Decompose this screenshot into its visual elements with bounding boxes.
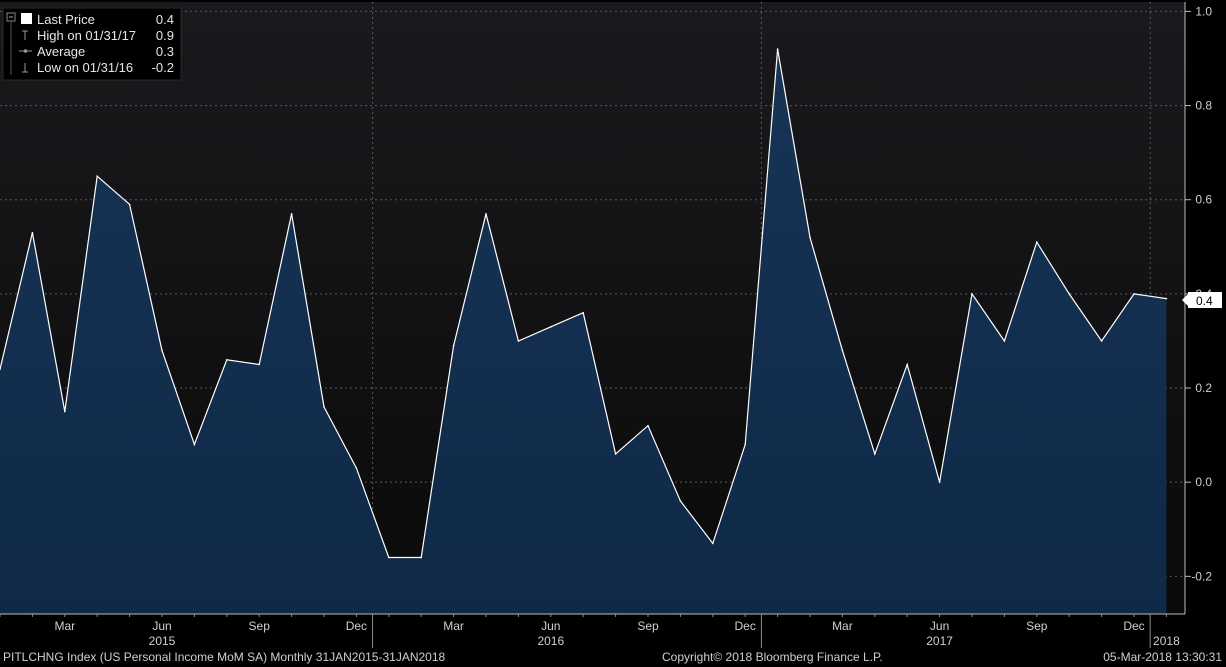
data-point-7 xyxy=(226,358,228,361)
legend-item-high: High on 01/31/17 0.9 xyxy=(10,22,174,75)
data-point-3 xyxy=(96,175,98,177)
data-point-27 xyxy=(874,453,876,455)
y-tick-label: 0.2 xyxy=(1195,381,1212,395)
data-point-2 xyxy=(64,410,66,413)
x-month-label: Mar xyxy=(54,619,75,633)
data-point-4 xyxy=(128,203,131,206)
series-area-fill xyxy=(0,49,1167,615)
data-points xyxy=(0,48,1168,559)
legend-label: Low on 01/31/16 xyxy=(37,60,133,75)
footer-timestamp: 05-Mar-2018 13:30:31 xyxy=(1103,650,1222,664)
collapse-icon[interactable] xyxy=(6,12,16,22)
axes xyxy=(0,2,1186,615)
x-month-label: Sep xyxy=(637,619,659,633)
data-point-23 xyxy=(744,443,746,446)
y-tick-label: 0.8 xyxy=(1195,99,1212,113)
legend: Last Price 0.4 High on 01/31/17 0.9 Aver… xyxy=(2,7,182,81)
legend-item-last-price: Last Price 0.4 xyxy=(6,12,174,27)
footer-series-description: PITLCHNG Index (US Personal Income MoM S… xyxy=(3,650,446,664)
data-point-26 xyxy=(841,349,844,352)
data-point-12 xyxy=(388,556,390,559)
data-point-0 xyxy=(0,368,1,370)
data-point-18 xyxy=(582,311,584,314)
x-month-label: Sep xyxy=(1026,619,1048,633)
data-point-36 xyxy=(1165,297,1168,300)
legend-label: Last Price xyxy=(37,12,95,27)
data-point-6 xyxy=(193,443,196,446)
x-month-label: Mar xyxy=(443,619,464,633)
y-axis-ticks: -0.2 0.0 0.2 0.4 0.6 0.8 1.0 xyxy=(1185,4,1212,583)
data-point-16 xyxy=(517,340,520,342)
x-month-label: Dec xyxy=(735,619,756,633)
data-point-8 xyxy=(258,363,261,366)
average-marker-dot xyxy=(23,49,28,53)
legend-box xyxy=(2,7,182,81)
x-year-label: 2016 xyxy=(537,634,564,648)
x-month-label: Jun xyxy=(152,619,171,633)
data-point-30 xyxy=(971,293,973,295)
data-point-31 xyxy=(1003,340,1006,342)
last-value-tag-box xyxy=(1188,292,1222,308)
data-point-11 xyxy=(355,467,358,469)
legend-label: High on 01/31/17 xyxy=(37,28,136,43)
x-axis-ticks: Mar Jun Sep Dec Mar Jun Sep Dec Mar Jun Sep Dec 2015… xyxy=(0,614,1180,648)
legend-value: 0.4 xyxy=(156,12,174,27)
x-month-label: Jun xyxy=(541,619,560,633)
legend-item-average: Average 0.3 xyxy=(19,44,174,59)
data-point-28 xyxy=(906,363,908,366)
last-value-tag-pointer xyxy=(1182,294,1188,306)
y-tick-label: 1.0 xyxy=(1195,4,1212,18)
data-point-17 xyxy=(550,326,552,328)
data-point-21 xyxy=(679,500,682,502)
footer-copyright: Copyright© 2018 Bloomberg Finance L.P. xyxy=(662,650,883,664)
data-point-1 xyxy=(31,231,34,234)
y-tick-label: 0.0 xyxy=(1195,475,1212,489)
x-month-label: Jun xyxy=(930,619,949,633)
data-point-9 xyxy=(290,213,293,215)
data-point-13 xyxy=(420,556,423,559)
data-point-5 xyxy=(161,349,163,352)
data-point-10 xyxy=(323,406,325,408)
x-year-label: 2015 xyxy=(149,634,176,648)
data-point-24 xyxy=(776,48,779,50)
data-point-35 xyxy=(1133,293,1135,295)
data-point-20 xyxy=(647,424,649,427)
y-tick-label: -0.2 xyxy=(1191,569,1212,583)
x-month-label: Dec xyxy=(346,619,367,633)
legend-value: 0.9 xyxy=(156,28,174,43)
last-value-tag-label: 0.4 xyxy=(1196,294,1213,308)
legend-item-low: Low on 01/31/16 -0.2 xyxy=(22,60,174,75)
data-point-22 xyxy=(712,542,714,545)
legend-value: -0.2 xyxy=(152,60,174,75)
data-point-19 xyxy=(614,453,617,455)
data-point-33 xyxy=(1068,293,1070,295)
data-point-15 xyxy=(485,213,487,215)
x-month-label: Sep xyxy=(249,619,271,633)
x-year-label: 2018 xyxy=(1153,634,1180,648)
data-point-25 xyxy=(809,236,811,239)
x-month-label: Dec xyxy=(1123,619,1144,633)
data-point-14 xyxy=(452,344,455,347)
data-point-34 xyxy=(1100,340,1103,342)
last-value-tag: 0.4 xyxy=(1182,292,1222,308)
x-year-label: 2017 xyxy=(926,634,953,648)
data-point-32 xyxy=(1036,241,1038,243)
y-tick-label: 0.6 xyxy=(1195,193,1212,207)
filled-square-icon xyxy=(21,13,32,24)
legend-label: Average xyxy=(37,44,85,59)
data-point-29 xyxy=(938,481,941,483)
x-month-label: Mar xyxy=(832,619,853,633)
legend-value: 0.3 xyxy=(156,44,174,59)
